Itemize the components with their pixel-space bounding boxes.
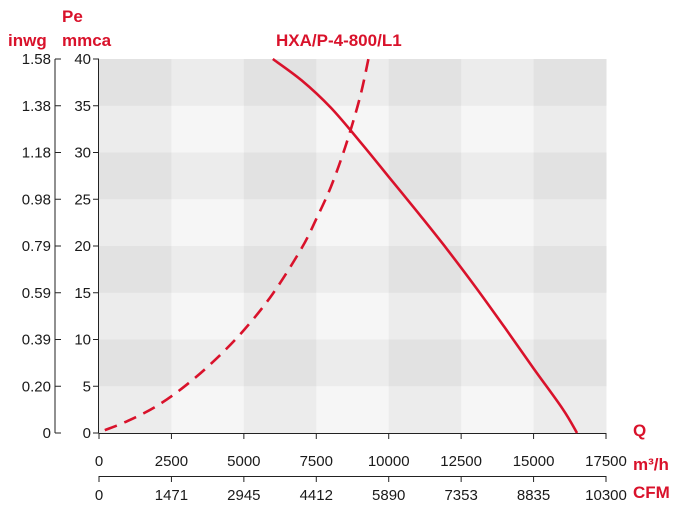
- y-tick-label-inwg: 0.39: [22, 332, 51, 349]
- y-tick-label: 10: [74, 332, 91, 349]
- grid-cell: [171, 105, 245, 153]
- y-tick-label: 40: [74, 51, 91, 68]
- x-axis-unit-cfm: CFM: [633, 483, 670, 502]
- grid-cell: [388, 292, 462, 340]
- y-tick-label-inwg: 1.38: [22, 98, 51, 115]
- grid-cell: [461, 199, 535, 247]
- x-tick-label-cfm: 5890: [372, 487, 405, 504]
- grid-cell: [316, 59, 390, 107]
- y-tick-label-inwg: 1.58: [22, 51, 51, 68]
- x-tick-label-cfm: 4412: [300, 487, 333, 504]
- grid-cell: [171, 386, 245, 434]
- x-tick-label: 10000: [368, 453, 410, 470]
- grid-cell: [99, 105, 172, 153]
- grid-cell: [533, 105, 607, 153]
- grid-cell: [316, 386, 390, 434]
- grid-cell: [316, 152, 390, 200]
- grid-cell: [316, 246, 390, 294]
- plot-background: [99, 59, 607, 434]
- grid-cell: [243, 386, 317, 434]
- x-tick-label: 15000: [513, 453, 555, 470]
- y-tick-label: 20: [74, 238, 91, 255]
- x-tick-label: 0: [95, 453, 103, 470]
- grid-cell: [316, 339, 390, 387]
- tick-labels: 0025001471500029457500441210000589012500…: [22, 51, 627, 504]
- y-tick-label-inwg: 0.59: [22, 285, 51, 302]
- y-tick-label-inwg: 0: [43, 425, 51, 442]
- grid-cell: [99, 152, 172, 200]
- fan-pressure-curve: [272, 57, 579, 434]
- x-tick-label-cfm: 1471: [155, 487, 188, 504]
- grid-cell: [243, 105, 317, 153]
- y-tick-label-inwg: 0.98: [22, 191, 51, 208]
- grid-cell: [171, 59, 245, 107]
- x-tick-label: 12500: [440, 453, 482, 470]
- grid-cell: [533, 199, 607, 247]
- grid-cell: [316, 292, 390, 340]
- x-tick-label: 7500: [300, 453, 333, 470]
- y-axis-label-pe: Pe: [62, 7, 83, 26]
- grid-cell: [99, 292, 172, 340]
- grid-cell: [533, 386, 607, 434]
- x-tick-label-cfm: 0: [95, 487, 103, 504]
- grid-cell: [461, 386, 535, 434]
- grid-cell: [99, 199, 172, 247]
- y-tick-label-inwg: 1.18: [22, 145, 51, 162]
- grid-cell: [99, 386, 172, 434]
- y-axis-label-inwg: inwg: [8, 31, 47, 50]
- y-axis-label-mmca: mmca: [62, 31, 112, 50]
- grid-cell: [533, 292, 607, 340]
- grid-cell: [388, 339, 462, 387]
- x-axis-unit-m3h: m³/h: [633, 455, 669, 474]
- grid-cell: [461, 246, 535, 294]
- x-tick-label-cfm: 7353: [444, 487, 477, 504]
- x-tick-label: 2500: [155, 453, 188, 470]
- x-axis-label-q: Q: [633, 421, 646, 440]
- grid-cell: [99, 59, 172, 107]
- grid-cell: [243, 246, 317, 294]
- grid-cell: [99, 246, 172, 294]
- grid-cell: [171, 292, 245, 340]
- grid-cell: [533, 59, 607, 107]
- axes: [54, 58, 607, 482]
- grid-cell: [461, 105, 535, 153]
- grid-cell: [171, 339, 245, 387]
- system-resistance-curve: [104, 58, 370, 432]
- y-tick-label: 30: [74, 145, 91, 162]
- x-tick-label-cfm: 10300: [585, 487, 627, 504]
- y-tick-label: 0: [83, 425, 91, 442]
- grid-cell: [388, 105, 462, 153]
- grid-cell: [243, 152, 317, 200]
- y-tick-label: 25: [74, 191, 91, 208]
- x-tick-label-cfm: 2945: [227, 487, 260, 504]
- grid-cell: [316, 199, 390, 247]
- x-tick-label: 17500: [585, 453, 627, 470]
- grid-cell: [461, 152, 535, 200]
- grid-cell: [533, 246, 607, 294]
- grid-cell: [388, 386, 462, 434]
- grid-cell: [171, 152, 245, 200]
- y-tick-label-inwg: 0.20: [22, 378, 51, 395]
- y-tick-label: 5: [83, 378, 91, 395]
- grid-cell: [388, 59, 462, 107]
- grid-cell: [243, 199, 317, 247]
- y-tick-label: 15: [74, 285, 91, 302]
- grid-cell: [533, 152, 607, 200]
- grid-cell: [99, 339, 172, 387]
- grid-cell: [533, 339, 607, 387]
- x-tick-label: 5000: [227, 453, 260, 470]
- y-tick-label-inwg: 0.79: [22, 238, 51, 255]
- grid-cell: [461, 339, 535, 387]
- grid-cell: [243, 339, 317, 387]
- grid-cell: [171, 246, 245, 294]
- grid-cell: [171, 199, 245, 247]
- curves: [104, 57, 579, 434]
- chart-title: HXA/P-4-800/L1: [276, 31, 402, 50]
- grid-cell: [461, 59, 535, 107]
- grid-cell: [316, 105, 390, 153]
- y-tick-label: 35: [74, 98, 91, 115]
- grid-cell: [388, 152, 462, 200]
- x-tick-label-cfm: 8835: [517, 487, 550, 504]
